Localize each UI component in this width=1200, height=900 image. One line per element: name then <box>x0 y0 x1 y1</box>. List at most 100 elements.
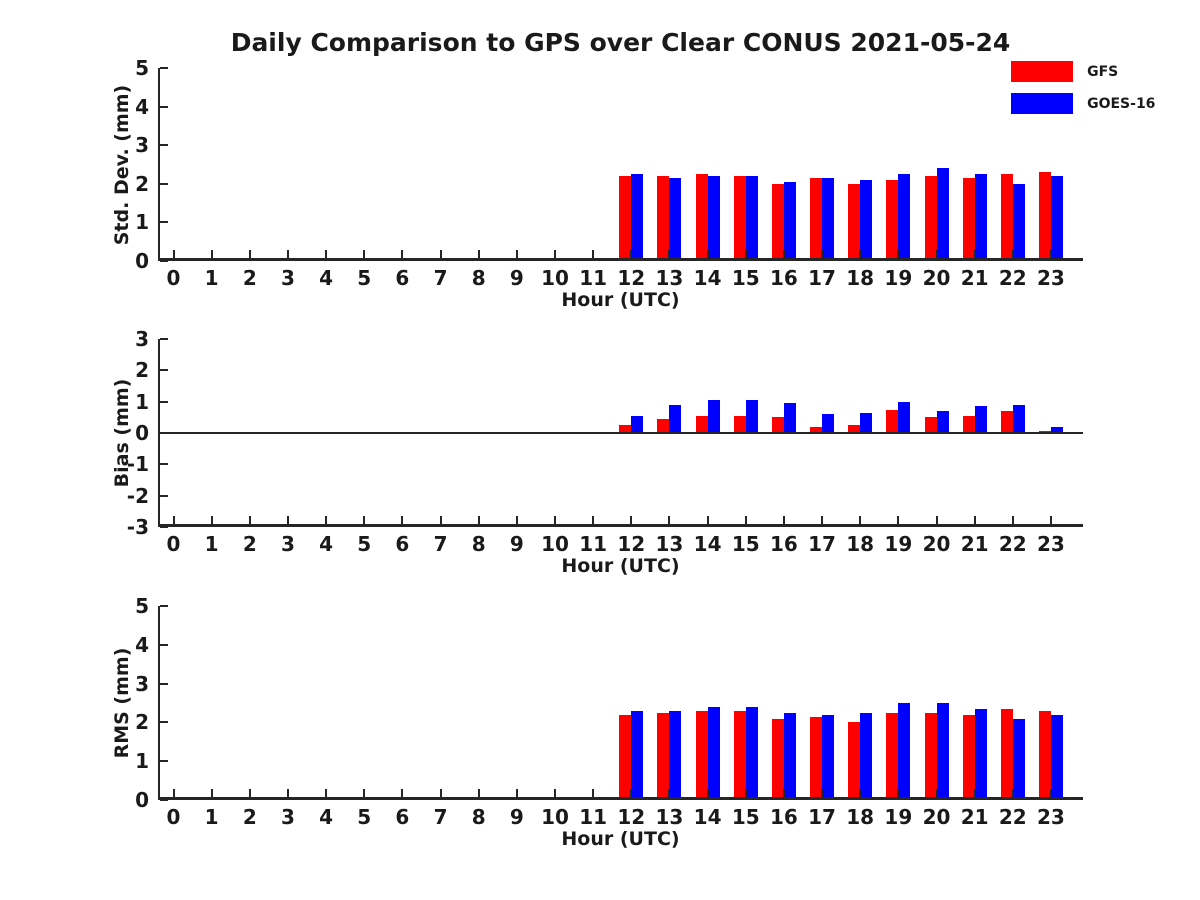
y-tick-label: 0 <box>135 788 149 812</box>
x-tick-label: 18 <box>846 805 875 829</box>
x-tick <box>630 789 633 797</box>
y-tick-label: 0 <box>135 249 149 273</box>
x-axis-label-bias: Hour (UTC) <box>561 555 680 577</box>
bar-goes-16-h15 <box>745 706 758 800</box>
x-tick <box>554 789 556 797</box>
x-tick-label: 10 <box>541 805 569 829</box>
y-tick-label: 1 <box>135 210 149 235</box>
bar-goes-16-h20 <box>936 703 949 800</box>
x-tick-label: 5 <box>357 266 372 290</box>
y-tick-label: 5 <box>135 56 149 80</box>
y-tick-label: 2 <box>135 710 149 735</box>
x-tick-label: 3 <box>280 266 295 290</box>
x-tick-label: 16 <box>769 266 798 290</box>
x-tick-label: 20 <box>922 532 951 556</box>
y-tick-label: 1 <box>135 749 149 774</box>
bar-goes-16-h17 <box>822 414 835 433</box>
bar-goes-16-h14 <box>707 400 720 433</box>
x-tick <box>859 250 862 258</box>
bar-goes-16-h21 <box>974 708 987 800</box>
x-tick <box>286 789 289 797</box>
x-tick-label: 16 <box>769 805 798 829</box>
x-tick-label: 0 <box>166 266 181 290</box>
x-tick-label: 5 <box>357 532 372 556</box>
x-tick <box>592 516 595 524</box>
y-tick <box>160 494 168 497</box>
x-tick-label: 8 <box>471 805 486 829</box>
x-tick-label: 22 <box>998 532 1027 556</box>
x-tick-label: 18 <box>846 266 875 290</box>
x-tick-label: 21 <box>960 532 989 556</box>
bar-goes-16-h16 <box>783 712 796 800</box>
x-tick-label: 8 <box>471 266 486 290</box>
bar-gfs-h14 <box>695 710 708 800</box>
bar-gfs-h22 <box>1000 411 1013 433</box>
x-tick <box>363 250 366 258</box>
x-tick <box>668 516 671 524</box>
x-tick-label: 9 <box>509 805 524 829</box>
y-tick <box>160 369 168 372</box>
bar-gfs-h19 <box>886 409 899 433</box>
x-tick-label: 17 <box>808 532 836 556</box>
x-axis-label-rms: Hour (UTC) <box>561 828 680 850</box>
x-tick <box>210 250 213 258</box>
x-tick <box>401 789 404 797</box>
x-tick <box>592 789 595 797</box>
x-tick-label: 3 <box>280 805 295 829</box>
bar-goes-16-h23 <box>1050 176 1063 261</box>
x-tick <box>1049 250 1052 258</box>
legend-item-gfs: GFS <box>1011 61 1155 82</box>
x-tick <box>630 516 633 524</box>
x-tick <box>1011 789 1014 797</box>
y-tick-label: 2 <box>135 171 149 196</box>
x-tick-label: 2 <box>242 532 257 556</box>
x-tick-label: 3 <box>280 532 295 556</box>
bar-goes-16-h20 <box>936 168 949 261</box>
x-tick <box>1049 516 1052 524</box>
x-tick-label: 0 <box>166 805 181 829</box>
x-tick-label: 15 <box>731 532 760 556</box>
bar-gfs-h14 <box>695 174 708 261</box>
x-tick <box>363 516 366 524</box>
bar-gfs-h21 <box>962 415 975 433</box>
x-tick <box>210 516 213 524</box>
bar-gfs-h13 <box>657 176 670 261</box>
x-tick <box>248 789 251 797</box>
y-tick <box>160 105 168 108</box>
legend: GFS GOES-16 <box>1011 61 1155 125</box>
bar-goes-16-h18 <box>860 179 873 261</box>
bar-gfs-h12 <box>619 714 632 800</box>
y-tick <box>160 338 168 340</box>
bar-gfs-h17 <box>810 178 823 261</box>
bar-gfs-h21 <box>962 714 975 800</box>
x-tick <box>706 516 709 524</box>
bar-goes-16-h23 <box>1050 426 1063 433</box>
bar-goes-16-h13 <box>669 178 682 261</box>
y-axis-line <box>158 606 160 800</box>
bar-goes-16-h16 <box>783 181 796 261</box>
x-tick-label: 4 <box>319 805 334 829</box>
y-tick <box>160 221 168 224</box>
x-tick <box>248 250 251 258</box>
bar-gfs-h20 <box>924 176 937 261</box>
x-tick-label: 10 <box>541 266 569 290</box>
x-tick <box>897 516 900 524</box>
x-tick-label: 9 <box>509 266 524 290</box>
x-tick <box>325 516 328 524</box>
x-tick <box>401 516 404 524</box>
x-tick <box>744 250 747 258</box>
x-tick <box>1049 789 1052 797</box>
legend-label-goes16: GOES-16 <box>1087 95 1156 112</box>
x-tick <box>668 789 671 797</box>
x-tick-label: 12 <box>617 266 646 290</box>
x-tick-label: 6 <box>395 805 410 829</box>
x-tick-label: 0 <box>166 532 181 556</box>
x-tick-label: 23 <box>1037 532 1065 556</box>
x-tick-label: 22 <box>998 266 1027 290</box>
bar-gfs-h21 <box>962 178 975 261</box>
bar-goes-16-h22 <box>1012 718 1025 800</box>
x-tick-label: 17 <box>808 805 836 829</box>
x-tick <box>477 516 480 524</box>
bar-goes-16-h18 <box>860 712 873 800</box>
